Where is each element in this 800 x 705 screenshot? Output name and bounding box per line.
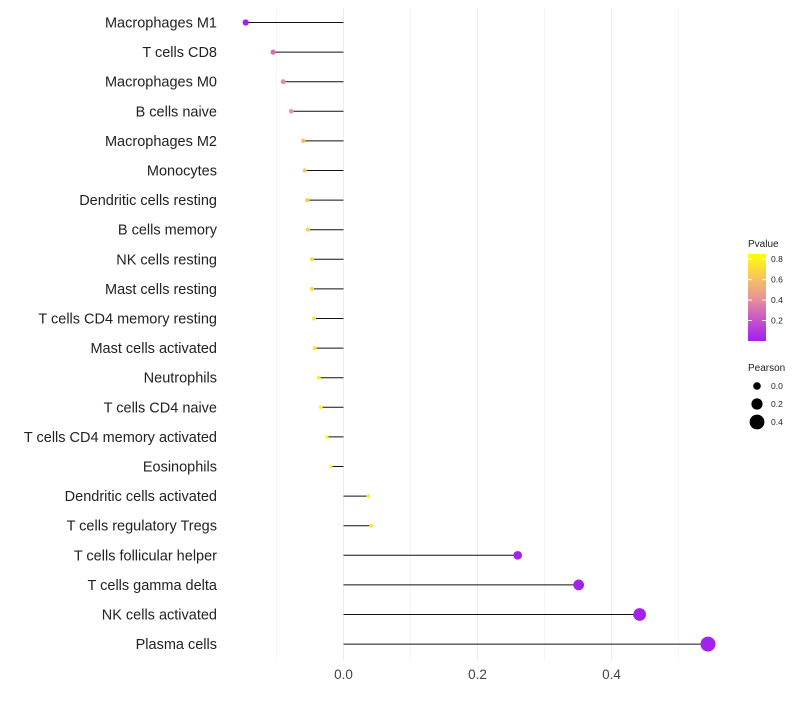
point: [573, 579, 585, 591]
category-label: T cells gamma delta: [88, 578, 218, 594]
point: [633, 608, 647, 621]
point: [318, 405, 323, 410]
size-legend-label: 0.4: [771, 417, 783, 427]
color-legend-tick-label: 0.4: [771, 295, 783, 305]
color-legend-tick-label: 0.6: [771, 275, 783, 285]
category-label: Dendritic cells resting: [79, 193, 217, 209]
size-legend-dot: [749, 414, 765, 430]
size-legend-label: 0.0: [771, 381, 783, 391]
size-legend-dot: [753, 382, 761, 390]
x-tick-label: 0.2: [468, 667, 487, 682]
point: [316, 375, 321, 380]
size-legend-items: 0.0 0.2 0.4: [749, 381, 783, 430]
x-tick-labels-layer: 0.0 0.2 0.4: [334, 667, 621, 682]
category-labels-layer: Macrophages M1 T cells CD8 Macrophages M0 B…: [24, 16, 218, 654]
point: [312, 316, 317, 321]
category-label: Macrophages M2: [105, 134, 217, 150]
legend-layer: Pvalue 0.2 0.4 0.6 0.8 Pearson 0.0 0.2 0.4: [748, 239, 785, 430]
x-tick-label: 0.0: [334, 667, 353, 682]
category-label: Plasma cells: [136, 637, 217, 653]
point: [309, 257, 315, 262]
point: [288, 108, 294, 114]
point: [270, 49, 276, 55]
color-legend-tick-label: 0.2: [771, 316, 783, 326]
point: [280, 79, 286, 85]
color-legend-tick-label: 0.8: [771, 254, 783, 264]
point: [242, 19, 249, 26]
category-label: Macrophages M1: [105, 16, 217, 32]
category-label: Neutrophils: [144, 371, 217, 387]
category-label: Mast cells resting: [105, 282, 217, 298]
category-label: Mast cells activated: [90, 341, 217, 357]
points-layer: [242, 19, 716, 652]
category-label: T cells CD4 naive: [104, 400, 217, 416]
category-label: NK cells activated: [102, 608, 217, 624]
point: [366, 494, 371, 499]
category-label: T cells CD8: [142, 45, 217, 61]
size-legend-title: Pearson: [748, 363, 785, 374]
point: [312, 346, 317, 351]
x-tick-label: 0.4: [602, 667, 621, 682]
category-label: T cells CD4 memory resting: [38, 312, 217, 328]
category-label: T cells CD4 memory activated: [24, 430, 217, 446]
point: [305, 198, 310, 203]
stems-layer: [245, 22, 708, 645]
point: [369, 523, 373, 528]
point: [301, 138, 306, 144]
category-label: Dendritic cells activated: [65, 489, 217, 505]
point: [324, 435, 329, 439]
color-legend-ticks: 0.2 0.4 0.6 0.8: [748, 254, 783, 326]
category-label: B cells naive: [136, 104, 217, 120]
category-label: Monocytes: [147, 164, 217, 180]
size-legend-label: 0.2: [771, 399, 783, 409]
color-legend-title: Pvalue: [748, 239, 779, 250]
category-label: Eosinophils: [143, 460, 217, 476]
point: [329, 464, 333, 469]
grid-layer: [276, 8, 679, 660]
point: [513, 550, 523, 560]
point: [302, 168, 307, 173]
point: [700, 636, 716, 652]
size-legend-dot: [751, 398, 763, 410]
color-legend-bar: [748, 254, 766, 341]
category-label: B cells memory: [118, 223, 218, 239]
category-label: NK cells resting: [116, 252, 217, 268]
category-label: T cells follicular helper: [74, 548, 217, 564]
point: [305, 227, 311, 232]
category-label: Macrophages M0: [105, 75, 217, 91]
point: [309, 286, 315, 291]
category-label: T cells regulatory Tregs: [67, 519, 217, 535]
